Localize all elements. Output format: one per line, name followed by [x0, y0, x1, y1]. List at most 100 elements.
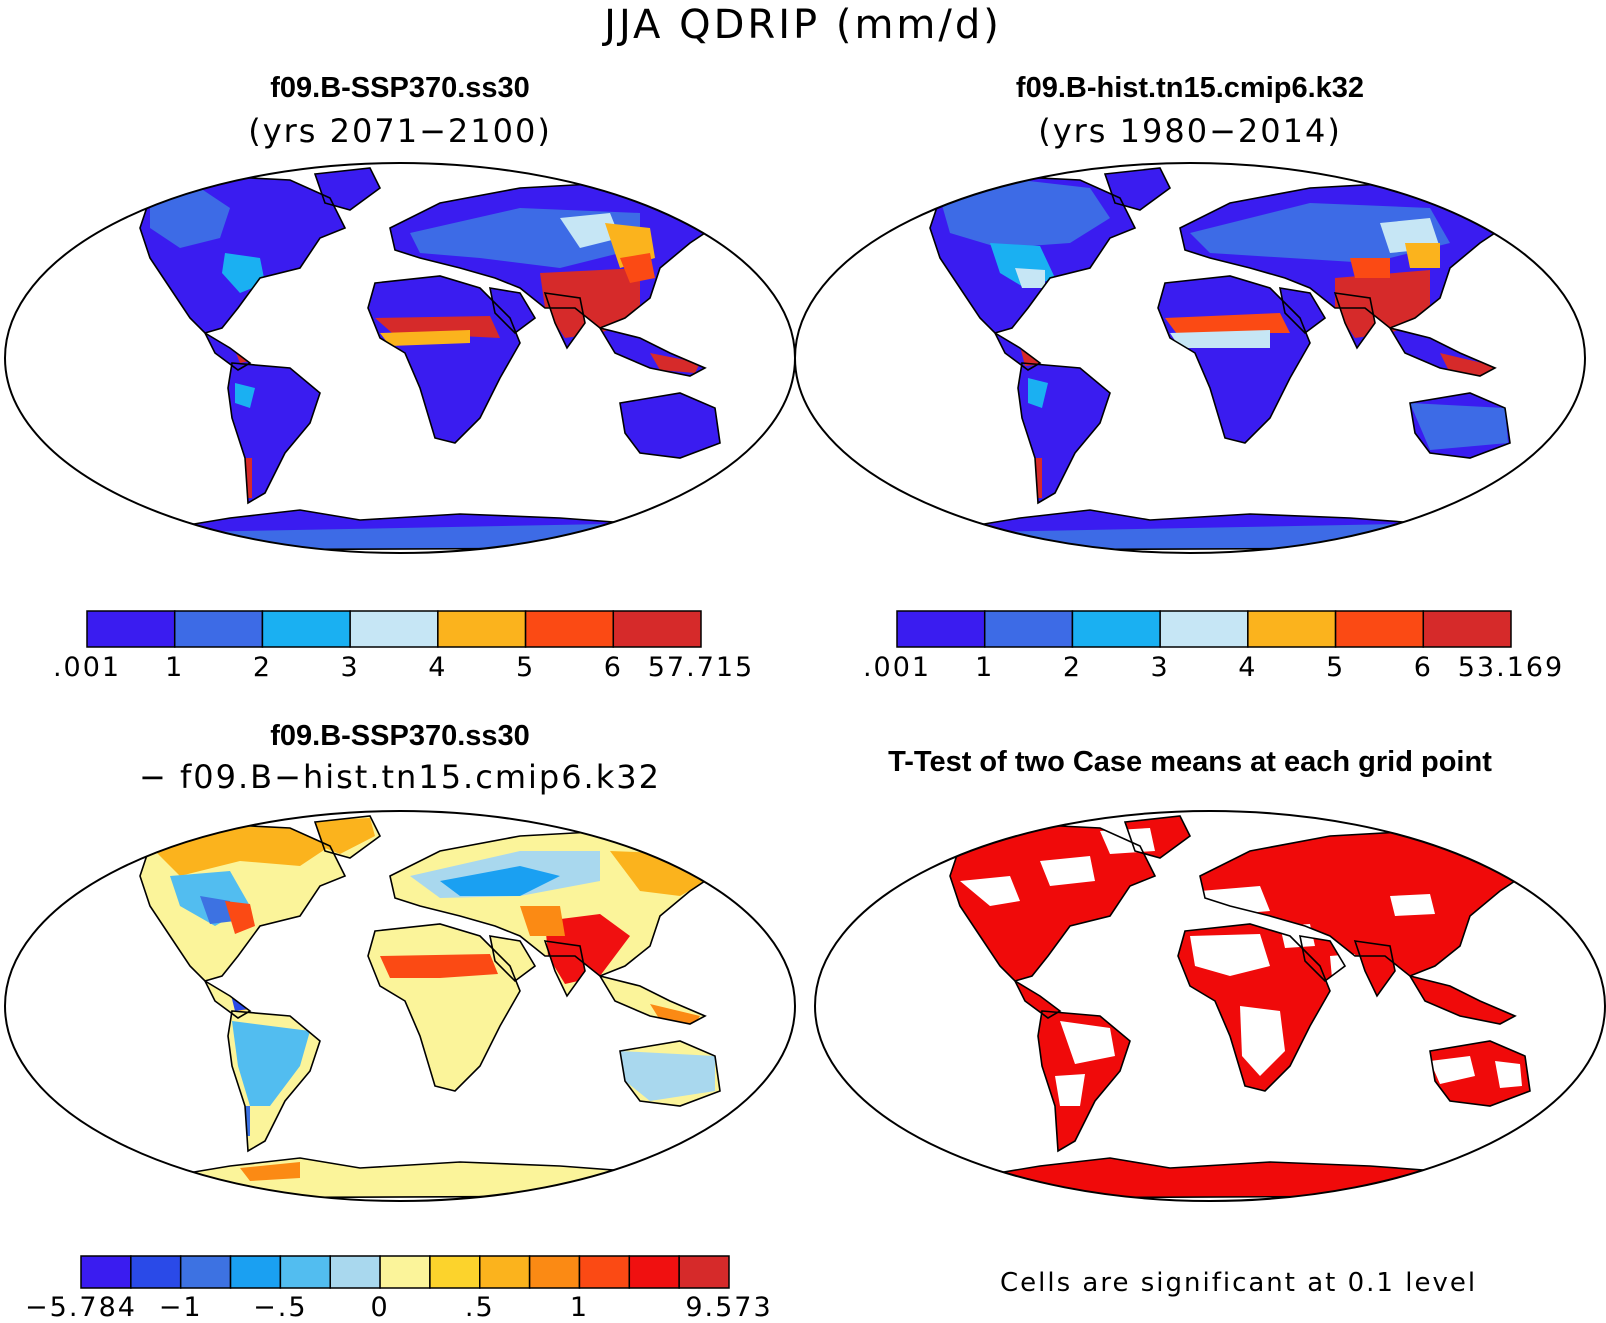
- field-patch: [1410, 403, 1508, 450]
- field-patch: [1405, 243, 1440, 268]
- colorbar-tick-label: 4: [428, 652, 448, 683]
- colorbar-box: [896, 610, 986, 648]
- colorbar-tick-label: 3: [1150, 652, 1170, 683]
- colorbar-tick-label: 1: [975, 652, 995, 683]
- map-ttest: [814, 810, 1606, 1202]
- coastline: [598, 326, 707, 377]
- coastline: [619, 392, 721, 459]
- colorbar-tick-label: −1: [158, 1292, 203, 1323]
- field-patch: [560, 213, 620, 248]
- field-patch: [240, 1162, 300, 1181]
- colorbar-box: [86, 610, 176, 648]
- panel-hist-title: f09.B-hist.tn15.cmip6.k32: [1015, 72, 1365, 104]
- colorbar-box: [528, 1255, 581, 1289]
- colorbar-box: [130, 1255, 182, 1289]
- colorbar-box: [173, 610, 264, 648]
- colorbar-box: [279, 1255, 331, 1289]
- coastline: [1408, 974, 1517, 1025]
- coastline: [203, 330, 252, 371]
- field-patch: [440, 866, 560, 896]
- coastline: [993, 330, 1042, 371]
- field-patch: [940, 180, 1110, 248]
- nonsignificant-cells: [1190, 934, 1270, 976]
- colorbar-diff: [80, 1255, 730, 1289]
- map-border: [794, 162, 1586, 554]
- nonsignificant-cells: [1495, 1061, 1522, 1088]
- ttest-significance-note: Cells are significant at 0.1 level: [1000, 1268, 1478, 1298]
- coastline: [313, 167, 382, 211]
- coastline: [203, 978, 252, 1019]
- coastline: [1333, 292, 1376, 350]
- coastline: [227, 1010, 321, 1153]
- colorbar-tick-label: 53.169: [1457, 652, 1565, 683]
- colorbar-diff-labels: −5.784 −1 −.5 0 .5 1 9.573: [25, 1292, 771, 1323]
- coastline: [929, 175, 1137, 334]
- coastline: [1037, 1010, 1131, 1153]
- nonsignificant-cells: [1055, 1074, 1085, 1106]
- panel-diff-subtitle: − f09.B−hist.tn15.cmip6.k32: [139, 758, 661, 796]
- coastline: [1409, 392, 1511, 459]
- colorbar-tick-label: 1: [569, 1292, 590, 1323]
- coastline: [949, 823, 1157, 982]
- colorbar-tick-label: 9.573: [685, 1292, 773, 1323]
- coastline: [1013, 978, 1062, 1019]
- colorbar-box: [229, 1255, 282, 1289]
- map-border: [814, 810, 1606, 1202]
- coastline: [1388, 326, 1497, 377]
- colorbar-box: [479, 1255, 531, 1289]
- coastline: [488, 287, 537, 335]
- nonsignificant-cells: [1430, 1056, 1475, 1084]
- coastline: [1298, 935, 1347, 983]
- coastline: [619, 1040, 721, 1107]
- nonsignificant-cells: [1390, 894, 1435, 916]
- colorbar-box: [329, 1255, 381, 1289]
- coastline: [543, 940, 586, 998]
- colorbar-box: [612, 610, 702, 648]
- coastline: [139, 175, 347, 334]
- colorbar-box: [1334, 610, 1425, 648]
- field-patch: [545, 914, 630, 984]
- colorbar-box: [429, 1255, 481, 1289]
- colorbar-tick-label: 6: [1413, 652, 1433, 683]
- colorbar-hist: [896, 610, 1512, 648]
- colorbar-box: [80, 1255, 132, 1289]
- coastline: [367, 275, 521, 444]
- coastline: [227, 362, 321, 505]
- colorbar-box: [1071, 610, 1161, 648]
- coastline: [1177, 923, 1331, 1092]
- colorbar-tick-label: 5: [515, 652, 536, 683]
- colorbar-tick-label: −5.784: [25, 1292, 137, 1323]
- colorbar-box: [983, 610, 1074, 648]
- field-patch: [225, 901, 255, 934]
- panel-hist-subtitle: (yrs 1980−2014): [1038, 112, 1342, 150]
- colorbar-box: [1247, 610, 1337, 648]
- colorbar-tick-label: 3: [340, 652, 360, 683]
- field-patch: [620, 253, 655, 283]
- coastline: [1123, 815, 1192, 859]
- coastline: [488, 935, 537, 983]
- coastline: [1103, 167, 1172, 211]
- coastline: [313, 815, 382, 859]
- colorbar-tick-label: 0: [370, 1292, 390, 1323]
- colorbar-hist-labels: .001 1 2 3 4 5 6 53.169: [863, 652, 1562, 686]
- field-patch: [380, 954, 498, 978]
- colorbar-tick-label: .001: [52, 652, 122, 683]
- colorbar-tick-label: −.5: [253, 1292, 308, 1323]
- field-patch: [1028, 378, 1048, 408]
- coastline: [138, 509, 657, 551]
- colorbar-box: [349, 610, 439, 648]
- coastline: [1353, 940, 1396, 998]
- coastline: [1017, 362, 1111, 505]
- colorbar-tick-label: .5: [464, 1292, 495, 1323]
- field-patch: [650, 353, 700, 373]
- coastline: [928, 509, 1447, 551]
- colorbar-box: [678, 1255, 730, 1289]
- colorbar-tick-label: 1: [165, 652, 185, 683]
- field-patch: [520, 906, 565, 936]
- colorbar-box: [437, 610, 527, 648]
- map-border: [4, 810, 796, 1202]
- field-patch: [1170, 330, 1270, 348]
- nonsignificant-cells: [1240, 1006, 1285, 1076]
- map-diff: [4, 810, 796, 1202]
- nonsignificant-cells: [1040, 856, 1095, 886]
